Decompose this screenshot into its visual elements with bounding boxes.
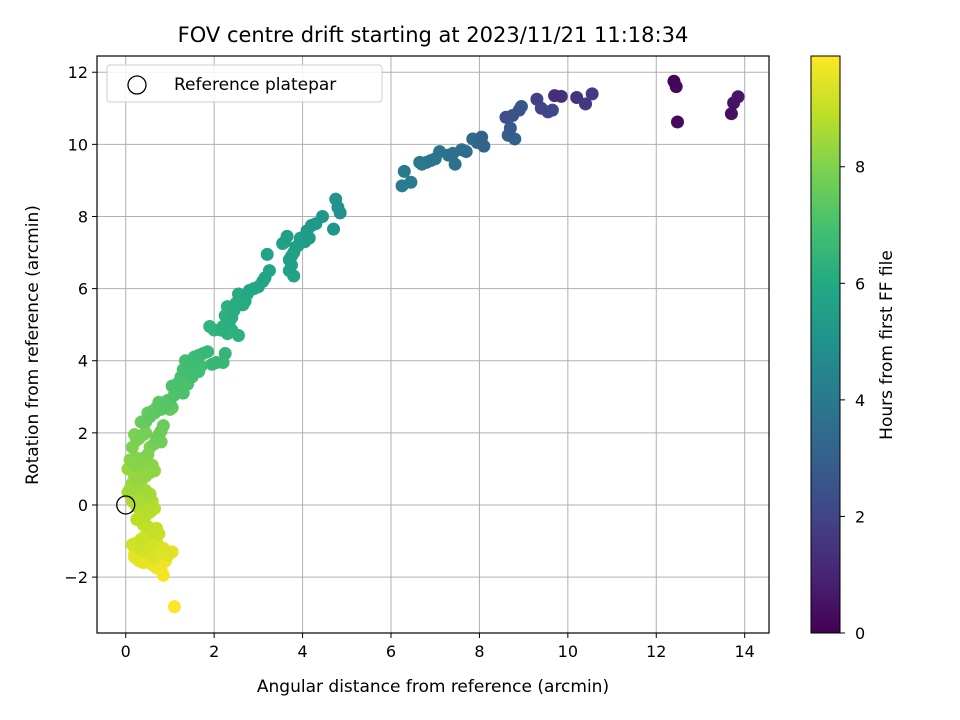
reference-platepar-marker <box>116 495 136 515</box>
y-tick-label: 12 <box>68 63 88 82</box>
data-point <box>448 157 462 171</box>
grid <box>97 56 769 633</box>
data-point <box>282 253 296 267</box>
data-point <box>260 247 274 261</box>
colorbar-tick-label: 2 <box>855 507 865 526</box>
data-point <box>331 200 345 214</box>
colorbar-tick-label: 0 <box>855 624 865 643</box>
plot-frame <box>96 55 770 634</box>
y-tick-label: 2 <box>78 424 88 443</box>
colorbar-tick-label: 4 <box>855 391 865 410</box>
data-point <box>727 96 741 110</box>
plot-background <box>97 56 769 633</box>
data-point <box>176 386 190 400</box>
x-tick-label: 10 <box>558 642 578 661</box>
y-axis: −2 0 2 4 6 8 10 12 <box>64 63 97 587</box>
data-point <box>247 282 261 296</box>
data-point <box>503 121 517 135</box>
data-point <box>397 164 411 178</box>
data-point <box>214 323 228 337</box>
data-point <box>145 458 159 472</box>
data-point <box>530 92 544 106</box>
data-point <box>315 209 329 223</box>
data-point <box>262 264 276 278</box>
data-point <box>280 229 294 243</box>
data-point <box>231 328 245 342</box>
y-tick-label: 4 <box>78 352 88 371</box>
data-point <box>167 600 181 614</box>
data-point <box>548 89 562 103</box>
data-point <box>172 375 186 389</box>
legend-reference-marker <box>127 75 147 95</box>
data-point <box>223 314 237 328</box>
data-point <box>123 482 137 496</box>
x-tick-label: 8 <box>474 642 484 661</box>
legend-entry-reference-platepar: Reference platepar <box>174 75 336 95</box>
data-point <box>395 179 409 193</box>
data-point <box>459 145 473 159</box>
data-point <box>141 447 155 461</box>
data-point <box>218 347 232 361</box>
x-tick-label: 14 <box>735 642 755 661</box>
x-tick-label: 6 <box>386 642 396 661</box>
legend: Reference platepar <box>106 64 383 103</box>
data-point <box>203 319 217 333</box>
x-axis: 0 2 4 6 8 10 12 14 <box>121 633 755 661</box>
colorbar-axis: 0 2 4 6 8 <box>840 158 865 643</box>
data-point <box>156 419 170 433</box>
data-point <box>570 90 584 104</box>
x-tick-label: 12 <box>646 642 666 661</box>
colorbar-tick-label: 8 <box>855 158 865 177</box>
data-point <box>585 87 599 101</box>
data-point <box>132 493 146 507</box>
data-point <box>670 115 684 129</box>
y-axis-label: Rotation from reference (arcmin) <box>23 205 43 485</box>
x-axis-label: Angular distance from reference (arcmin) <box>257 677 609 697</box>
data-point <box>475 130 489 144</box>
x-tick-label: 4 <box>297 642 307 661</box>
x-tick-label: 2 <box>209 642 219 661</box>
data-point <box>139 426 153 440</box>
data-point <box>209 356 223 370</box>
colorbar-label: Hours from first FF file <box>877 250 897 440</box>
y-tick-label: 0 <box>78 496 88 515</box>
data-point <box>287 269 301 283</box>
colorbar-tick-label: 6 <box>855 274 865 293</box>
colorbar <box>810 55 841 634</box>
y-tick-label: 8 <box>78 207 88 226</box>
x-tick-label: 0 <box>121 642 131 661</box>
data-point <box>499 110 513 124</box>
chart-title: FOV centre drift starting at 2023/11/21 … <box>178 23 689 47</box>
data-point <box>667 74 681 88</box>
data-point <box>724 107 738 121</box>
reference-marker-layer <box>116 495 136 515</box>
data-point <box>134 532 148 546</box>
data-point <box>145 525 159 539</box>
data-point <box>139 509 153 523</box>
data-point <box>327 222 341 236</box>
data-point <box>201 345 215 359</box>
scatter-points <box>121 74 745 614</box>
legend-box <box>106 64 383 103</box>
y-tick-label: −2 <box>64 568 88 587</box>
data-point <box>302 231 316 245</box>
y-tick-label: 10 <box>68 135 88 154</box>
y-tick-label: 6 <box>78 280 88 299</box>
